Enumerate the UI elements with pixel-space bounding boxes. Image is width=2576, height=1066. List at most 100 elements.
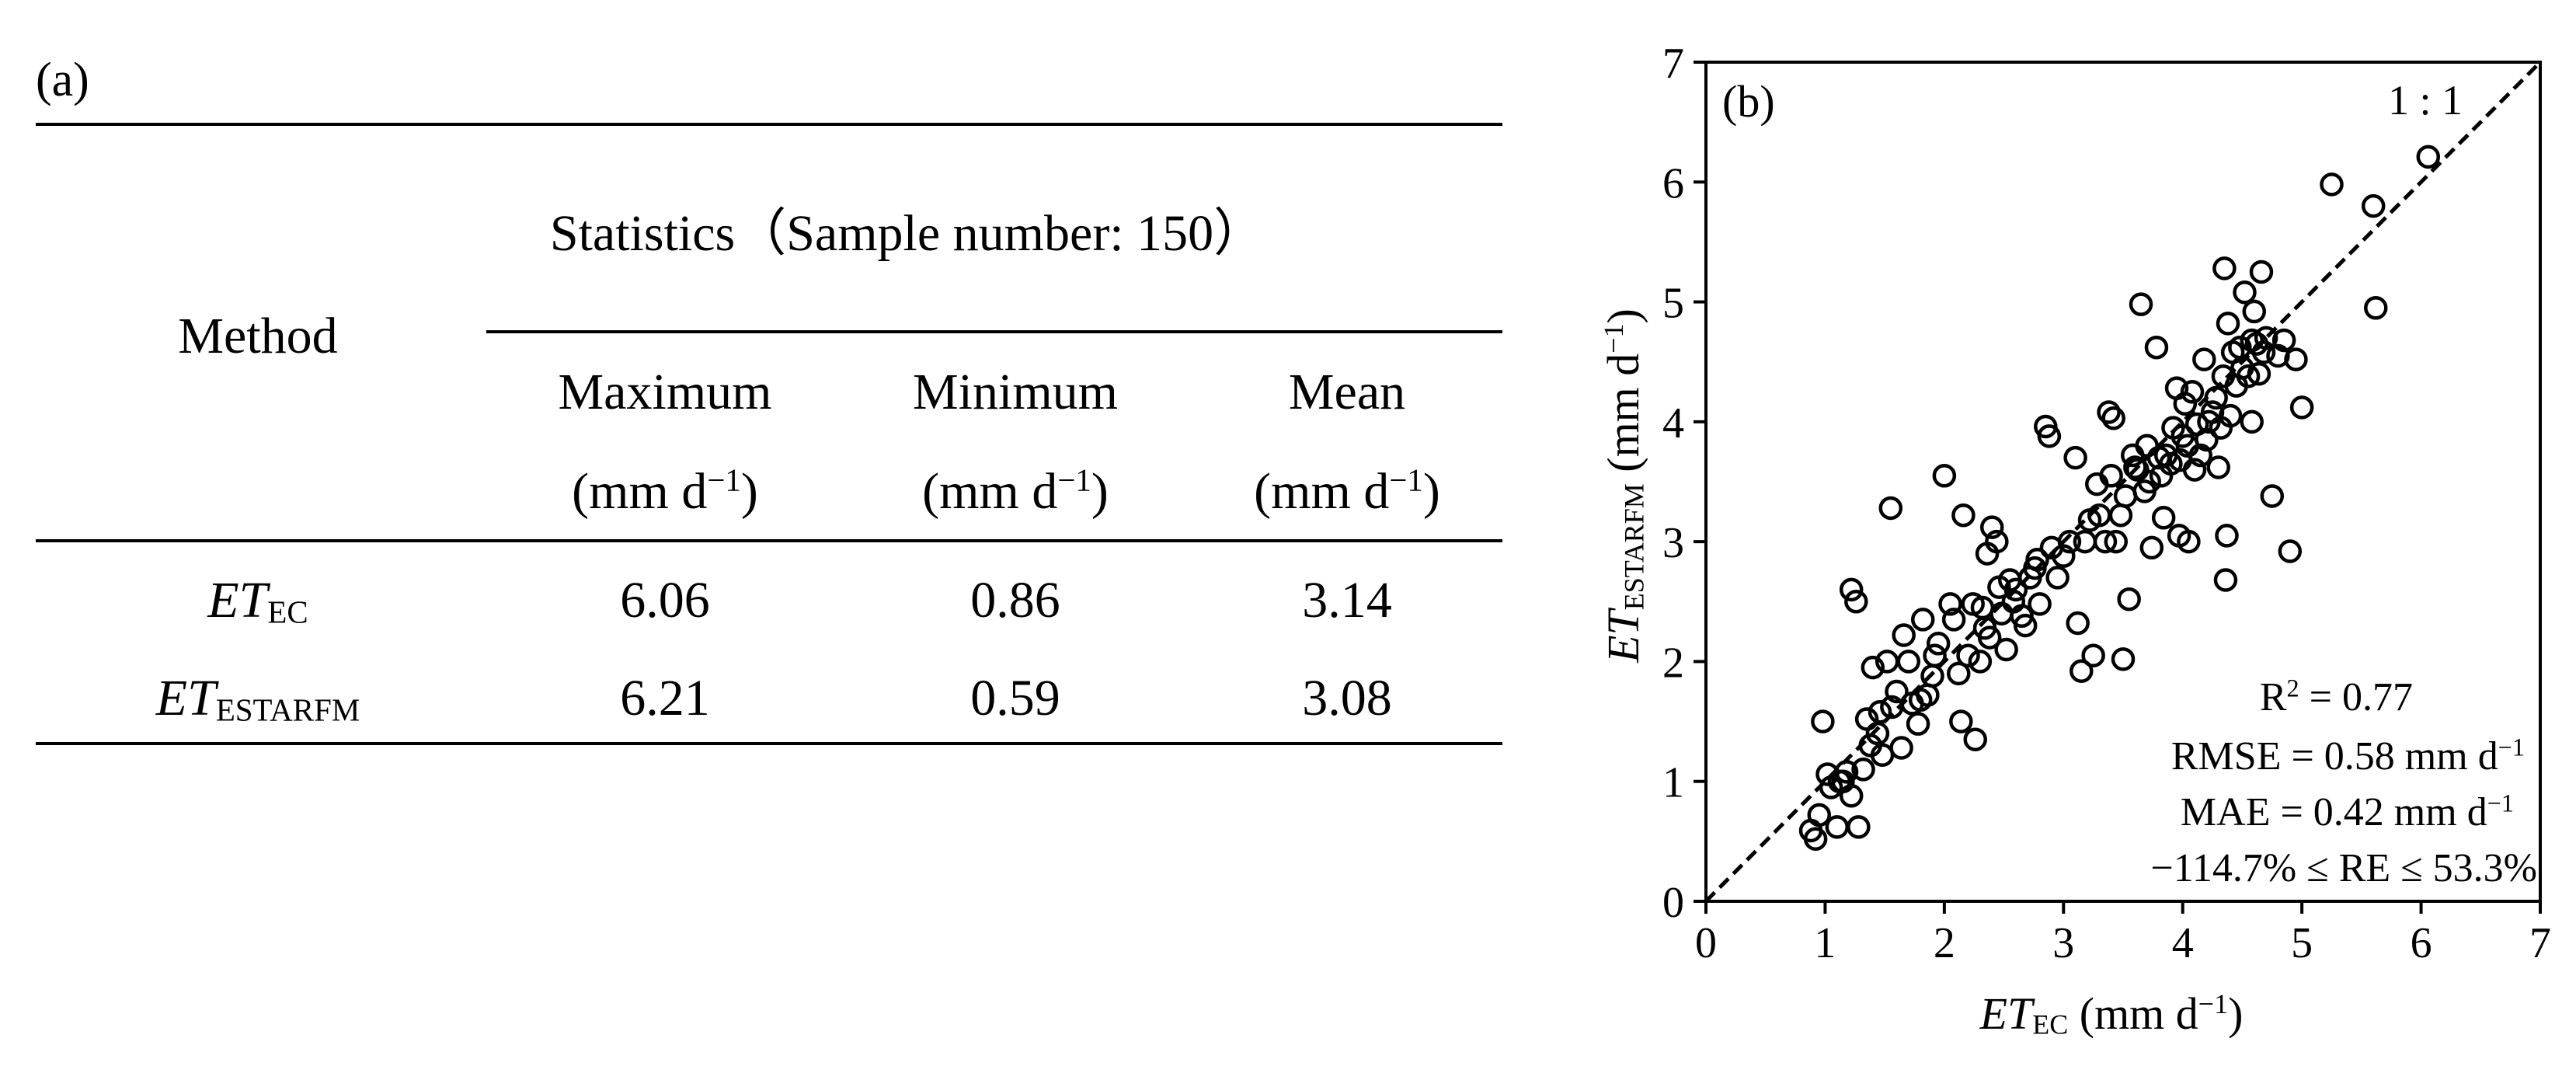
unit-close: ) [740,463,758,520]
scatter-point [2125,458,2150,482]
scatter-point [2123,455,2147,479]
row-label-sub: ESTARFM [215,692,360,728]
scatter-point [2233,280,2257,305]
scatter-point [1956,643,1980,667]
x-title-sub: EC [2032,1009,2069,1040]
scatter-point [1932,464,1957,488]
x-tick-label: 2 [1934,919,1955,967]
scatter-point [2182,458,2207,482]
scatter-point [2057,529,2082,554]
x-title-exponent: −1 [2198,988,2229,1020]
scatter-point [1885,679,1909,704]
col-unit-minimum: (mm d−1) [922,463,1109,520]
scatter-point [2216,312,2240,336]
scatter-point [2108,503,2133,528]
scatter-point [2173,392,2198,416]
plot-frame [1704,61,2542,903]
scatter-point [2251,340,2276,364]
scatter-point [2144,335,2169,360]
col-unit-mean: (mm d−1) [1254,462,1440,520]
scatter-point [2218,403,2243,428]
y-title-sub: ESTARFM [1618,483,1650,611]
x-tick-label: 3 [2052,919,2074,967]
scatter-point [2242,299,2267,324]
col-header-minimum: Minimum [912,364,1119,420]
stat-rmse: RMSE = 0.58 mm d−1 [2170,734,2525,779]
scatter-point [2129,292,2153,316]
unit-close: ) [1422,463,1440,520]
stat-r2: R2 = 0.77 [2260,675,2413,719]
scatter-point [2213,568,2238,592]
scatter-point [1923,643,1947,667]
r2-exponent: 2 [2286,674,2299,702]
table-top-rule [36,123,1502,126]
scatter-point [2204,385,2228,410]
scatter-point [2099,464,2123,488]
x-tick-label: 4 [2172,919,2194,967]
y-tick-label: 5 [1662,280,1684,328]
x-tick-label: 0 [1695,919,1717,967]
scatter-point [1994,637,2018,662]
scatter-point [1803,827,1828,852]
scatter-point [1941,608,1966,632]
cell-ec-minimum: 0.86 [970,572,1060,629]
scatter-point [2135,434,2159,458]
scatter-point [2361,193,2386,218]
scatter-point [2003,577,2028,602]
scatter-point [1831,769,1855,793]
unit-exponent: −1 [1389,462,1423,498]
y-title-exponent: −1 [1598,323,1630,354]
scatter-point [2206,455,2230,479]
scatter-point [2215,524,2239,548]
cell-ec-maximum: 6.06 [620,572,710,629]
scatter-point [1947,661,1971,686]
statistics-header: Statistics（Sample number: 150） [549,205,1265,262]
scatter-point [2249,260,2274,284]
scatter-point [1906,712,1930,736]
unit-text: (mm d [1254,463,1390,520]
statistics-table: (a) Method Statistics（Sample number: 150… [36,54,1502,745]
scatter-point [2151,506,2176,530]
scatter-point [2028,592,2052,616]
scatter-point [2045,566,2070,590]
x-axis-title: ETEC (mm d−1) [1979,988,2244,1039]
y-tick-label: 4 [1662,399,1684,448]
stat-re: −114.7% ≤ RE ≤ 53.3% [2150,846,2537,890]
x-title-main: ET [1979,988,2033,1039]
scatter-point [2013,613,2038,638]
scatter-point [2320,172,2344,197]
x-title-unit: (mm d [2068,988,2198,1039]
scatter-point [2247,361,2271,386]
scatter-point [2139,535,2164,560]
y-tick-label: 3 [1662,519,1684,567]
scatter-point [2093,529,2118,554]
row-label-et-estarfm: ETESTARFM [155,670,360,728]
scatter-point [2254,326,2278,350]
y-tick-label: 2 [1662,639,1684,687]
y-axis-title: ETESTARFM (mm d−1) [1598,308,1650,663]
scatter-point [1847,815,1871,839]
r2-value: = 0.77 [2299,675,2413,719]
scatter-point [1951,503,1976,528]
scatter-point [2052,544,2076,568]
rmse-text: RMSE = 0.58 mm d [2170,734,2498,779]
scatter-point [2260,484,2285,508]
row-label-sub: EC [267,594,308,630]
row-label-main: ET [155,670,216,726]
unit-close: ) [1091,463,1109,520]
x-tick-label: 7 [2529,919,2551,967]
scatter-point [1963,727,1987,751]
scatter-point [2416,145,2441,169]
x-tick-label: 1 [1814,919,1836,967]
scatter-point [1861,655,1885,680]
scatter-point [1889,736,1913,760]
method-header: Method [178,308,338,364]
unit-text: (mm d [922,463,1058,520]
scatter-point [1910,608,1935,632]
scatter-point [1878,496,1903,521]
cell-estarfm-minimum: 0.59 [970,670,1060,726]
scatter-point [2070,659,2094,684]
scatter-point [1844,590,1868,614]
panel-label-a: (a) [36,54,89,106]
